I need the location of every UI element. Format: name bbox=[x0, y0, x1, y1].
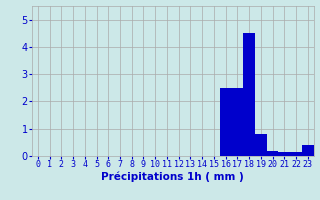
Bar bbox=[290, 152, 302, 156]
Bar bbox=[278, 152, 290, 156]
Bar bbox=[231, 88, 243, 156]
X-axis label: Précipitations 1h ( mm ): Précipitations 1h ( mm ) bbox=[101, 172, 244, 182]
Bar bbox=[267, 151, 278, 156]
Bar bbox=[302, 145, 314, 156]
Bar bbox=[255, 134, 267, 156]
Bar bbox=[220, 88, 231, 156]
Bar bbox=[243, 33, 255, 156]
